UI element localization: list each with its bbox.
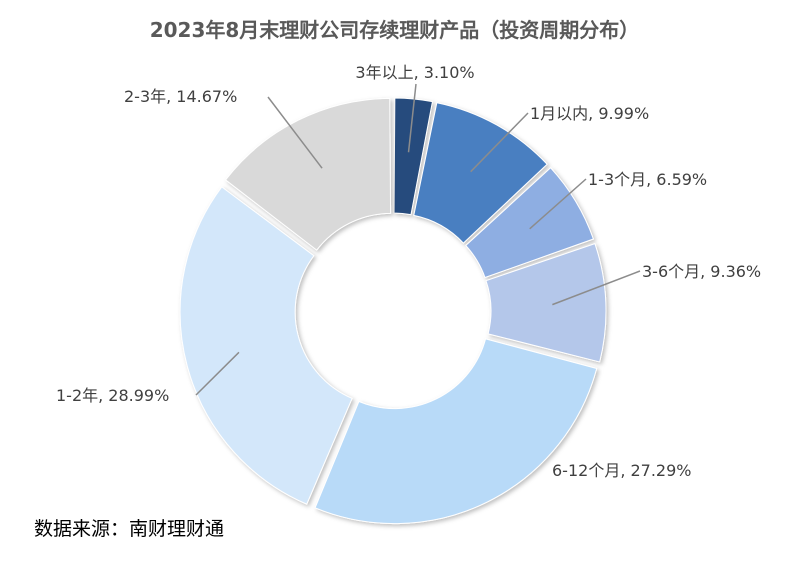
leader-line-3年以上 xyxy=(407,83,417,153)
slice-3-6个月 xyxy=(485,243,607,363)
donut-slices xyxy=(179,97,607,525)
leader-line-3-6个月 xyxy=(552,270,641,306)
leader-line-2-3年 xyxy=(267,96,323,169)
data-label-3年以上: 3年以上, 3.10% xyxy=(355,63,474,82)
data-label-1月以内: 1月以内, 9.99% xyxy=(530,104,649,123)
leader-line-1-2年 xyxy=(195,351,240,396)
data-label-2-3年: 2-3年, 14.67% xyxy=(124,87,237,106)
slice-2-3年 xyxy=(224,97,392,251)
data-source: 数据来源：南财理财通 xyxy=(34,518,225,540)
slice-1-2年 xyxy=(179,186,353,505)
leader-line-1月以内 xyxy=(470,112,529,173)
leader-line-1-3个月 xyxy=(529,178,587,230)
slice-3年以上 xyxy=(393,97,433,216)
chart-title: 2023年8月末理财公司存续理财产品（投资周期分布） xyxy=(149,18,640,42)
data-label-1-2年: 1-2年, 28.99% xyxy=(56,386,169,405)
data-label-1-3个月: 1-3个月, 6.59% xyxy=(588,170,707,189)
data-label-6-12个月: 6-12个月, 27.29% xyxy=(552,461,692,480)
slice-1-3个月 xyxy=(465,167,595,279)
leader-lines xyxy=(195,83,641,396)
slice-1月以内 xyxy=(413,102,548,244)
data-label-3-6个月: 3-6个月, 9.36% xyxy=(642,262,761,281)
data-labels: 3年以上, 3.10% 1月以内, 9.99% 1-3个月, 6.59% 3-6个月,… xyxy=(56,63,761,480)
slice-6-12个月 xyxy=(314,338,598,525)
